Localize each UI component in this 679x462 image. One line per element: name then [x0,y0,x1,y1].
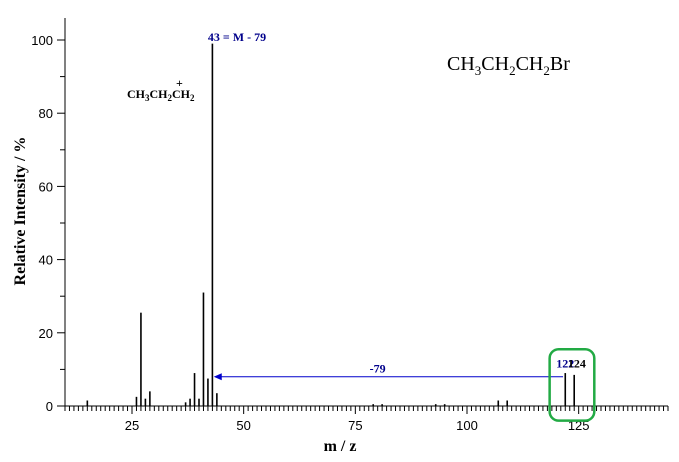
y-axis-title: Relative Intensity / % [12,137,29,286]
x-axis-title: m / z [324,438,357,455]
molecular-ion-label-124: 124 [568,357,586,371]
base-peak-label: 43 = M - 79 [208,30,266,44]
x-tick-label: 50 [236,418,250,433]
x-ticks: 25 50 75 100 125 [64,406,669,433]
x-tick-label: 100 [456,418,478,433]
spectrum-peaks [86,43,576,406]
y-tick-label: 80 [39,106,53,121]
loss-arrow-head [213,373,222,381]
y-tick-label: 20 [39,326,53,341]
fragment-ion-label: CH3CH2CH2 [127,87,195,103]
y-tick-label: 100 [31,33,53,48]
x-tick-label: 25 [125,418,139,433]
y-tick-label: 60 [39,179,53,194]
molecular-ion-label-122: 122 [556,357,574,371]
loss-label: -79 [370,362,386,376]
x-tick-label: 75 [348,418,362,433]
y-tick-label: 40 [39,253,53,268]
y-tick-label: 0 [46,399,53,414]
molecular-formula: CH3CH2CH2Br [447,53,570,78]
fragment-charge-label: + [176,76,183,90]
y-ticks: 0 20 40 60 80 100 [31,33,65,414]
molecular-ion-highlight-box [548,348,596,422]
